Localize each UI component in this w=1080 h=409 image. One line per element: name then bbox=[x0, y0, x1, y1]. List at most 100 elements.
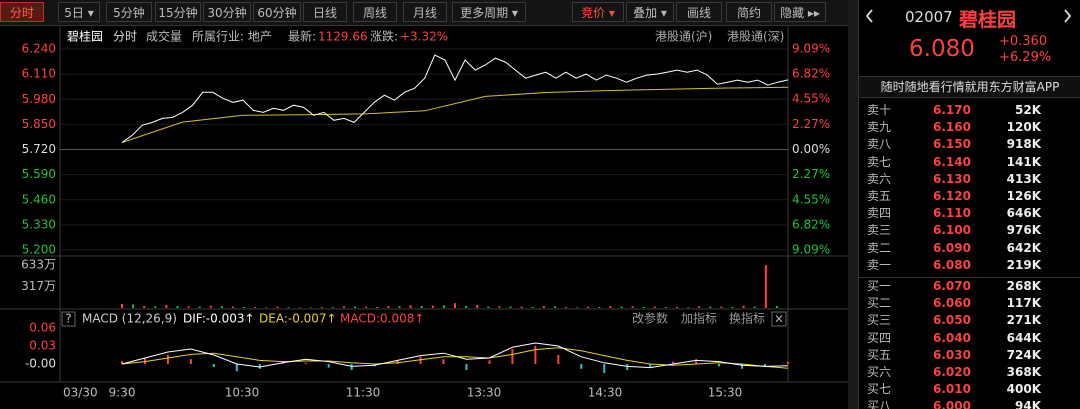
period-tab[interactable]: 日线 bbox=[303, 2, 347, 22]
macd-bar bbox=[121, 361, 123, 364]
volume-bar bbox=[276, 306, 279, 308]
tool-button[interactable]: 隐藏 ▸▸ bbox=[774, 2, 826, 22]
period-tab[interactable]: 5分钟 bbox=[106, 2, 152, 22]
level-label: 买五 bbox=[867, 347, 892, 362]
level-label: 买四 bbox=[867, 330, 892, 345]
close-box bbox=[771, 311, 787, 327]
pct-tick-label: 6.82% bbox=[792, 67, 830, 81]
period-tab[interactable]: 周线 bbox=[353, 2, 397, 22]
tool-button[interactable]: 简约 bbox=[726, 2, 772, 22]
volume-bar bbox=[243, 306, 246, 308]
macd-bar bbox=[603, 364, 606, 373]
volume-bar bbox=[287, 307, 290, 308]
nav-arrows[interactable] bbox=[859, 0, 1080, 30]
tool-button[interactable]: 叠加 ▾ bbox=[626, 2, 674, 22]
volume-bar bbox=[753, 306, 756, 308]
pct-tick-label: 9.09% bbox=[792, 42, 830, 56]
indicator-button[interactable]: 改参数 bbox=[632, 311, 668, 326]
level-label: 买二 bbox=[867, 296, 892, 311]
chart: 碧桂园 分时 成交量 所属行业: 地产 最新: 1129.66 涨跌: +3.32% 港股通(沪… bbox=[0, 25, 848, 400]
period-tab[interactable]: 月线 bbox=[403, 2, 447, 22]
macd-bar bbox=[235, 364, 238, 372]
level-price: 6.140 bbox=[933, 154, 971, 169]
period-tab[interactable]: 更多周期 ▾ bbox=[452, 2, 526, 22]
macd-bar bbox=[143, 358, 146, 364]
level-price: 6.010 bbox=[933, 382, 971, 397]
volume-bar bbox=[553, 306, 556, 308]
volume-bar bbox=[320, 306, 323, 308]
tool-button[interactable]: 画线 bbox=[676, 2, 722, 22]
price-change: +0.360 bbox=[999, 34, 1048, 49]
help-box bbox=[61, 311, 76, 327]
level-volume: 268K bbox=[1006, 279, 1041, 293]
price-tick-label: 5.460 bbox=[22, 192, 56, 206]
macd-tick-label: 0.03 bbox=[29, 339, 56, 353]
macd-bar bbox=[557, 355, 560, 364]
volume-bar bbox=[720, 306, 723, 308]
volume-bar bbox=[642, 306, 645, 308]
dif-label: DIF:-0.003↑ bbox=[183, 312, 255, 326]
tool-button[interactable]: 竞价 ▾ bbox=[572, 2, 624, 22]
macd-bar bbox=[741, 364, 744, 369]
order-row: 卖九 6.160 120K bbox=[859, 119, 1080, 136]
volume-bar bbox=[764, 265, 767, 308]
volume-bar bbox=[420, 305, 423, 308]
period-tab[interactable]: 15分钟 bbox=[155, 2, 201, 22]
pct-tick-label: 0.00% bbox=[792, 142, 830, 156]
volume-bar bbox=[742, 305, 745, 308]
volume-bar bbox=[465, 305, 468, 308]
time-label: 11:30 bbox=[346, 386, 381, 400]
macd-bar bbox=[419, 356, 422, 364]
order-row: 卖八 6.150 918K bbox=[859, 136, 1080, 153]
macd-bar bbox=[787, 361, 789, 364]
macd-bar bbox=[718, 364, 721, 367]
volume-bar bbox=[709, 306, 712, 308]
volume-bar bbox=[576, 307, 579, 308]
price-tick-label: 5.850 bbox=[22, 117, 56, 131]
scrollbar[interactable] bbox=[848, 0, 858, 409]
dea-label: DEA:-0.007↑ bbox=[259, 312, 337, 326]
level-price: 6.110 bbox=[933, 206, 971, 221]
app-banner[interactable]: 随时随地看行情就用东方财富APP bbox=[859, 76, 1080, 98]
volume-bar bbox=[154, 306, 157, 308]
volume-bar bbox=[587, 306, 590, 308]
level-volume: 126K bbox=[1006, 189, 1041, 203]
level-volume: 141K bbox=[1006, 154, 1041, 169]
period-tab[interactable]: 30分钟 bbox=[203, 2, 251, 22]
order-row: 卖七 6.140 141K bbox=[859, 154, 1080, 171]
pct-tick-label: 4.55% bbox=[792, 92, 830, 106]
level-label: 卖四 bbox=[867, 206, 892, 221]
time-label: 03/30 bbox=[63, 386, 98, 400]
price-tick-label: 5.720 bbox=[22, 142, 56, 156]
close-icon[interactable]: × bbox=[774, 312, 784, 326]
header-mode: 分时 bbox=[113, 30, 137, 44]
price-tick-label: 5.590 bbox=[22, 167, 56, 181]
pct-tick-label: 9.09% bbox=[792, 242, 830, 256]
header-latest: 1129.66 bbox=[318, 30, 368, 44]
indicator-button[interactable]: 换指标 bbox=[729, 311, 765, 326]
level-volume: 52K bbox=[1015, 103, 1041, 117]
price-line bbox=[121, 54, 789, 143]
macd-bar bbox=[649, 364, 652, 367]
macd-bar bbox=[534, 346, 537, 364]
order-row: 卖十 6.170 52K bbox=[859, 102, 1080, 119]
level-price: 6.040 bbox=[933, 330, 971, 345]
volume-bar bbox=[609, 305, 612, 308]
level-volume: 120K bbox=[1006, 120, 1041, 135]
level-volume: 271K bbox=[1006, 313, 1041, 328]
volume-bar bbox=[442, 305, 445, 308]
period-tab[interactable]: 分时 bbox=[0, 2, 44, 22]
level-label: 卖十 bbox=[867, 103, 892, 117]
header-name: 碧桂园 bbox=[67, 29, 103, 44]
macd-bar bbox=[511, 349, 514, 364]
level-label: 买六 bbox=[867, 365, 892, 379]
order-row: 卖六 6.130 413K bbox=[859, 171, 1080, 188]
dea-line bbox=[121, 347, 789, 369]
stock-code: 02007 bbox=[905, 8, 953, 26]
level-label: 卖三 bbox=[867, 223, 892, 238]
level-volume: 724K bbox=[1006, 347, 1041, 362]
indicator-button[interactable]: 加指标 bbox=[681, 311, 717, 326]
level-price: 6.000 bbox=[933, 399, 971, 409]
period-tab[interactable]: 5日 ▾ bbox=[58, 2, 100, 22]
period-tab[interactable]: 60分钟 bbox=[253, 2, 301, 22]
